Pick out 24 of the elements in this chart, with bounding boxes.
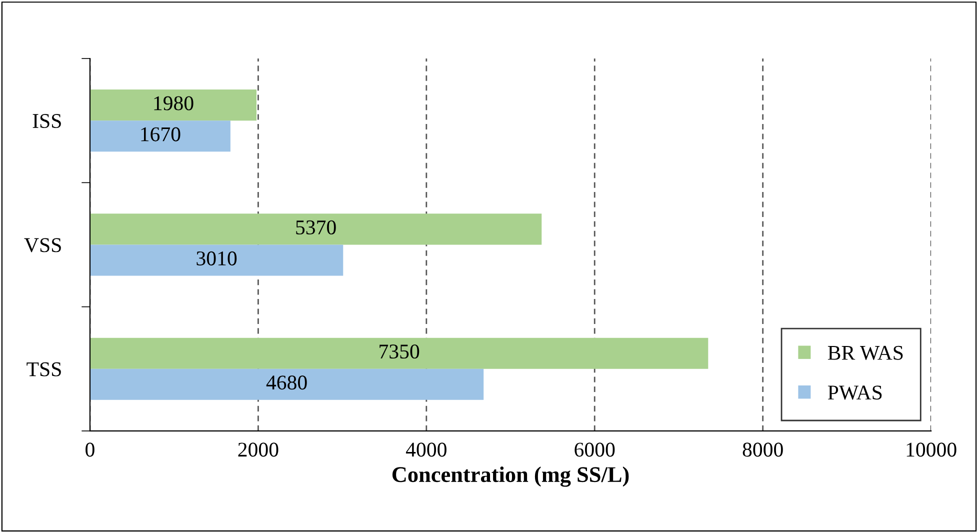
y-tick-label: VSS — [24, 238, 61, 252]
data-label: 4680 — [266, 376, 307, 390]
x-tick-label: 6000 — [574, 442, 615, 457]
data-label: 7350 — [380, 344, 420, 359]
x-tick-label: 4000 — [406, 442, 446, 457]
data-label: 3010 — [196, 251, 237, 266]
x-tick-label: 2000 — [238, 442, 278, 457]
data-label: 1670 — [141, 127, 180, 142]
data-label: 5370 — [296, 220, 336, 234]
bar — [90, 368, 484, 400]
bar — [90, 338, 708, 369]
x-tick-label: 8000 — [742, 442, 783, 457]
bar — [90, 120, 230, 152]
data-label: 1980 — [154, 96, 194, 110]
y-tick-label: TSS — [26, 362, 61, 376]
bar — [90, 214, 542, 245]
legend-label: PWAS — [828, 386, 882, 400]
x-tick-label: 0 — [86, 442, 94, 457]
x-tick-label: 10000 — [906, 442, 956, 457]
legend-label: BR WAS — [828, 346, 903, 360]
bar — [90, 90, 257, 121]
y-tick-label: ISS — [32, 114, 61, 128]
x-axis-title: Concentration (mg SS/L) — [392, 466, 629, 487]
bar — [90, 244, 344, 276]
